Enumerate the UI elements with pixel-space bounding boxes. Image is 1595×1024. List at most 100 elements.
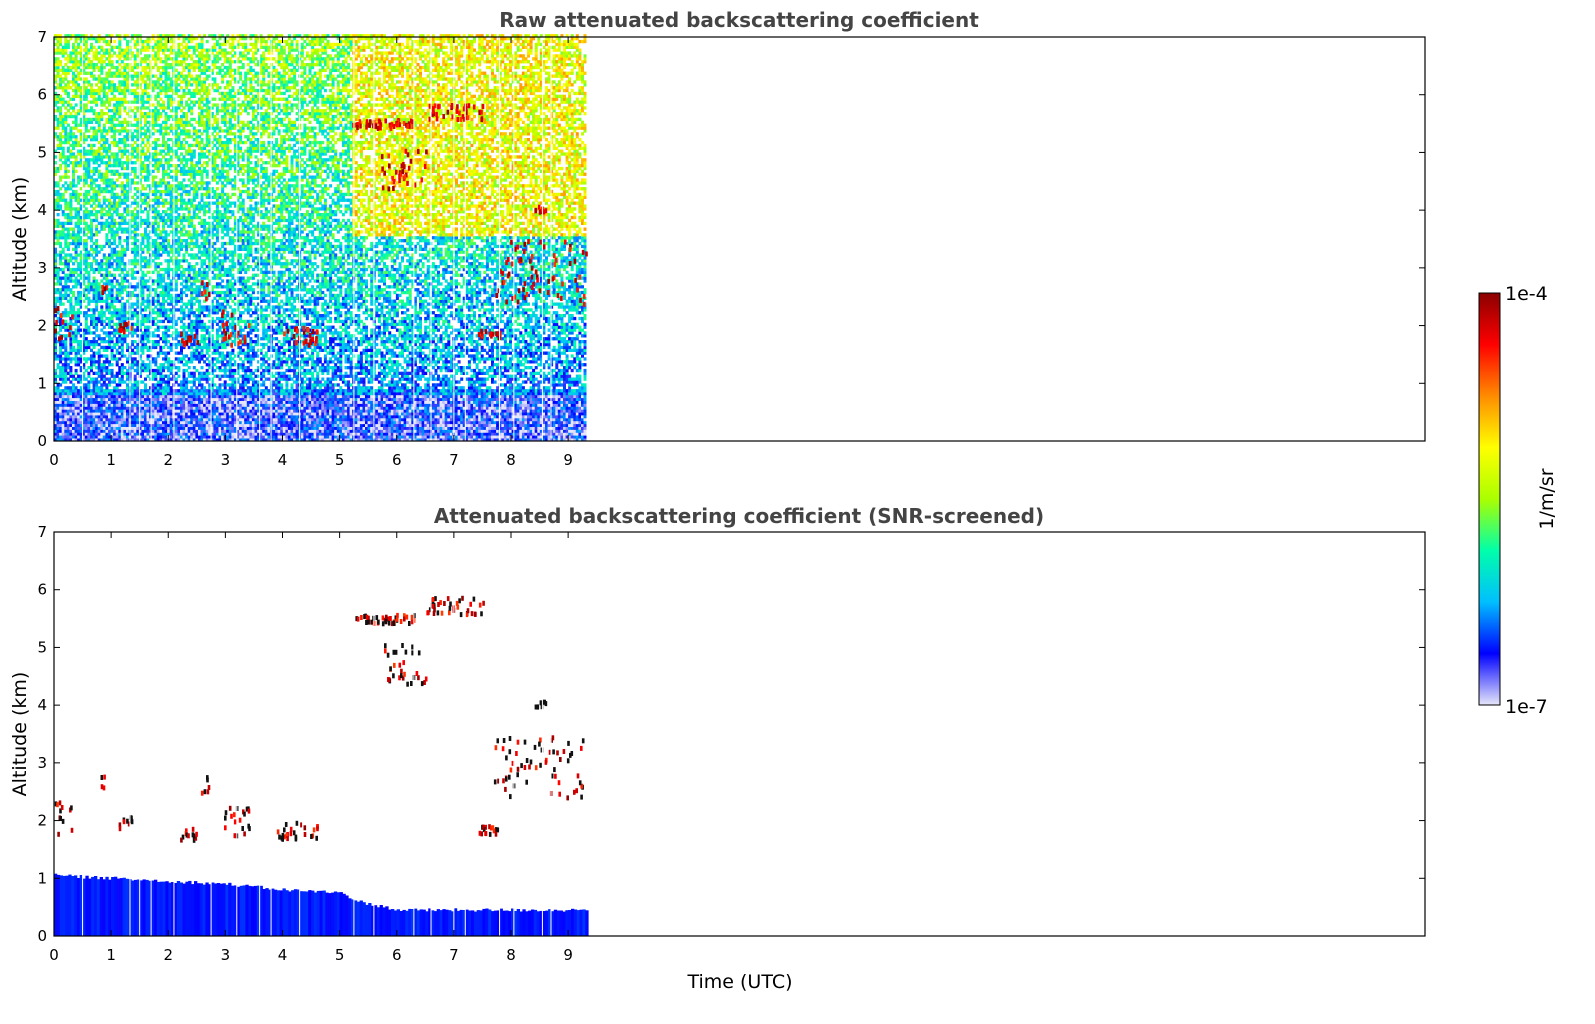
backscatter-cell — [95, 438, 99, 442]
backscatter-cell — [59, 60, 63, 64]
backscatter-cell — [79, 299, 83, 303]
backscatter-cell — [95, 391, 99, 396]
backscatter-cell — [136, 117, 140, 122]
backscatter-cell — [146, 236, 150, 240]
backscatter-cell — [180, 195, 183, 199]
backscatter-cell — [87, 109, 91, 113]
backscatter-cell — [123, 227, 127, 231]
backscatter-cell — [180, 403, 183, 407]
backscatter-cell — [92, 143, 96, 148]
backscatter-cell — [84, 195, 88, 199]
backscatter-cell — [79, 328, 83, 332]
backscatter-cell — [77, 423, 81, 427]
backscatter-cell — [118, 331, 122, 335]
backscatter-cell — [82, 279, 86, 283]
backscatter-cell — [102, 403, 106, 407]
backscatter-cell — [95, 383, 99, 387]
backscatter-cell — [115, 109, 119, 113]
backscatter-cell — [146, 389, 150, 393]
backscatter-cell — [141, 161, 145, 165]
backscatter-cell — [136, 351, 140, 355]
backscatter-cell — [146, 420, 150, 425]
backscatter-cell — [167, 138, 171, 142]
backscatter-cell — [110, 192, 114, 197]
backscatter-cell — [90, 178, 93, 182]
backscatter-cell — [87, 435, 91, 439]
backscatter-cell — [126, 63, 129, 67]
backscatter-cell — [151, 45, 155, 49]
backscatter-cell — [82, 267, 86, 272]
backscatter-cell — [174, 152, 178, 156]
backscatter-cell — [66, 34, 70, 38]
backscatter-cell — [84, 253, 88, 257]
backscatter-cell — [115, 351, 119, 355]
backscatter-cell — [182, 138, 186, 142]
backscatter-cell — [69, 299, 73, 303]
backscatter-cell — [151, 374, 155, 378]
backscatter-cell — [154, 383, 158, 387]
backscatter-cell — [167, 296, 171, 300]
backscatter-cell — [90, 213, 93, 217]
backscatter-cell — [82, 337, 86, 341]
backscatter-cell — [115, 71, 119, 75]
backscatter-cell — [82, 299, 86, 303]
backscatter-cell — [180, 221, 183, 225]
backscatter-cell — [167, 97, 171, 101]
backscatter-cell — [123, 311, 127, 315]
backscatter-cell — [169, 311, 173, 315]
backscatter-cell — [138, 106, 142, 110]
backscatter-cell — [136, 227, 140, 231]
backscatter-cell — [118, 204, 122, 208]
backscatter-cell — [92, 91, 96, 96]
backscatter-cell — [156, 247, 160, 251]
backscatter-cell — [136, 39, 140, 44]
backscatter-cell — [74, 80, 78, 84]
backscatter-cell — [141, 345, 145, 350]
backscatter-cell — [66, 389, 70, 393]
backscatter-cell — [95, 386, 99, 390]
backscatter-cell — [180, 169, 183, 173]
backscatter-cell — [77, 397, 81, 401]
backscatter-cell — [136, 417, 140, 422]
backscatter-cell — [92, 420, 96, 425]
backscatter-cell — [159, 178, 163, 182]
backscatter-cell — [92, 247, 96, 251]
backscatter-cell — [118, 215, 122, 220]
backscatter-cell — [59, 94, 63, 98]
backscatter-cell — [156, 270, 160, 274]
backscatter-cell — [144, 397, 147, 401]
backscatter-cell — [61, 342, 65, 347]
backscatter-cell — [169, 57, 173, 61]
backscatter-cell — [69, 138, 73, 142]
backscatter-cell — [141, 337, 145, 341]
backscatter-cell — [90, 181, 93, 185]
backscatter-cell — [156, 164, 160, 168]
backscatter-cell — [126, 328, 129, 332]
backscatter-cell — [167, 328, 171, 332]
backscatter-cell — [90, 244, 93, 249]
backscatter-cell — [149, 426, 153, 430]
backscatter-cell — [115, 178, 119, 182]
backscatter-cell — [144, 187, 147, 191]
backscatter-cell — [149, 253, 153, 257]
backscatter-cell — [84, 65, 88, 70]
backscatter-cell — [141, 285, 145, 289]
backscatter-cell — [95, 360, 99, 364]
backscatter-cell — [123, 302, 127, 306]
backscatter-cell — [113, 435, 117, 439]
backscatter-cell — [108, 262, 111, 266]
backscatter-cell — [115, 74, 119, 78]
backscatter-cell — [95, 244, 99, 249]
backscatter-cell — [118, 415, 122, 419]
backscatter-cell — [59, 120, 63, 124]
backscatter-cell — [84, 164, 88, 168]
backscatter-cell — [154, 192, 158, 197]
backscatter-cell — [169, 409, 173, 413]
backscatter-cell — [105, 120, 109, 124]
backscatter-cell — [77, 319, 81, 324]
backscatter-cell — [64, 112, 68, 116]
backscatter-cell — [115, 143, 119, 148]
backscatter-cell — [120, 189, 124, 194]
backscatter-cell — [69, 438, 73, 442]
backscatter-cell — [72, 80, 75, 84]
